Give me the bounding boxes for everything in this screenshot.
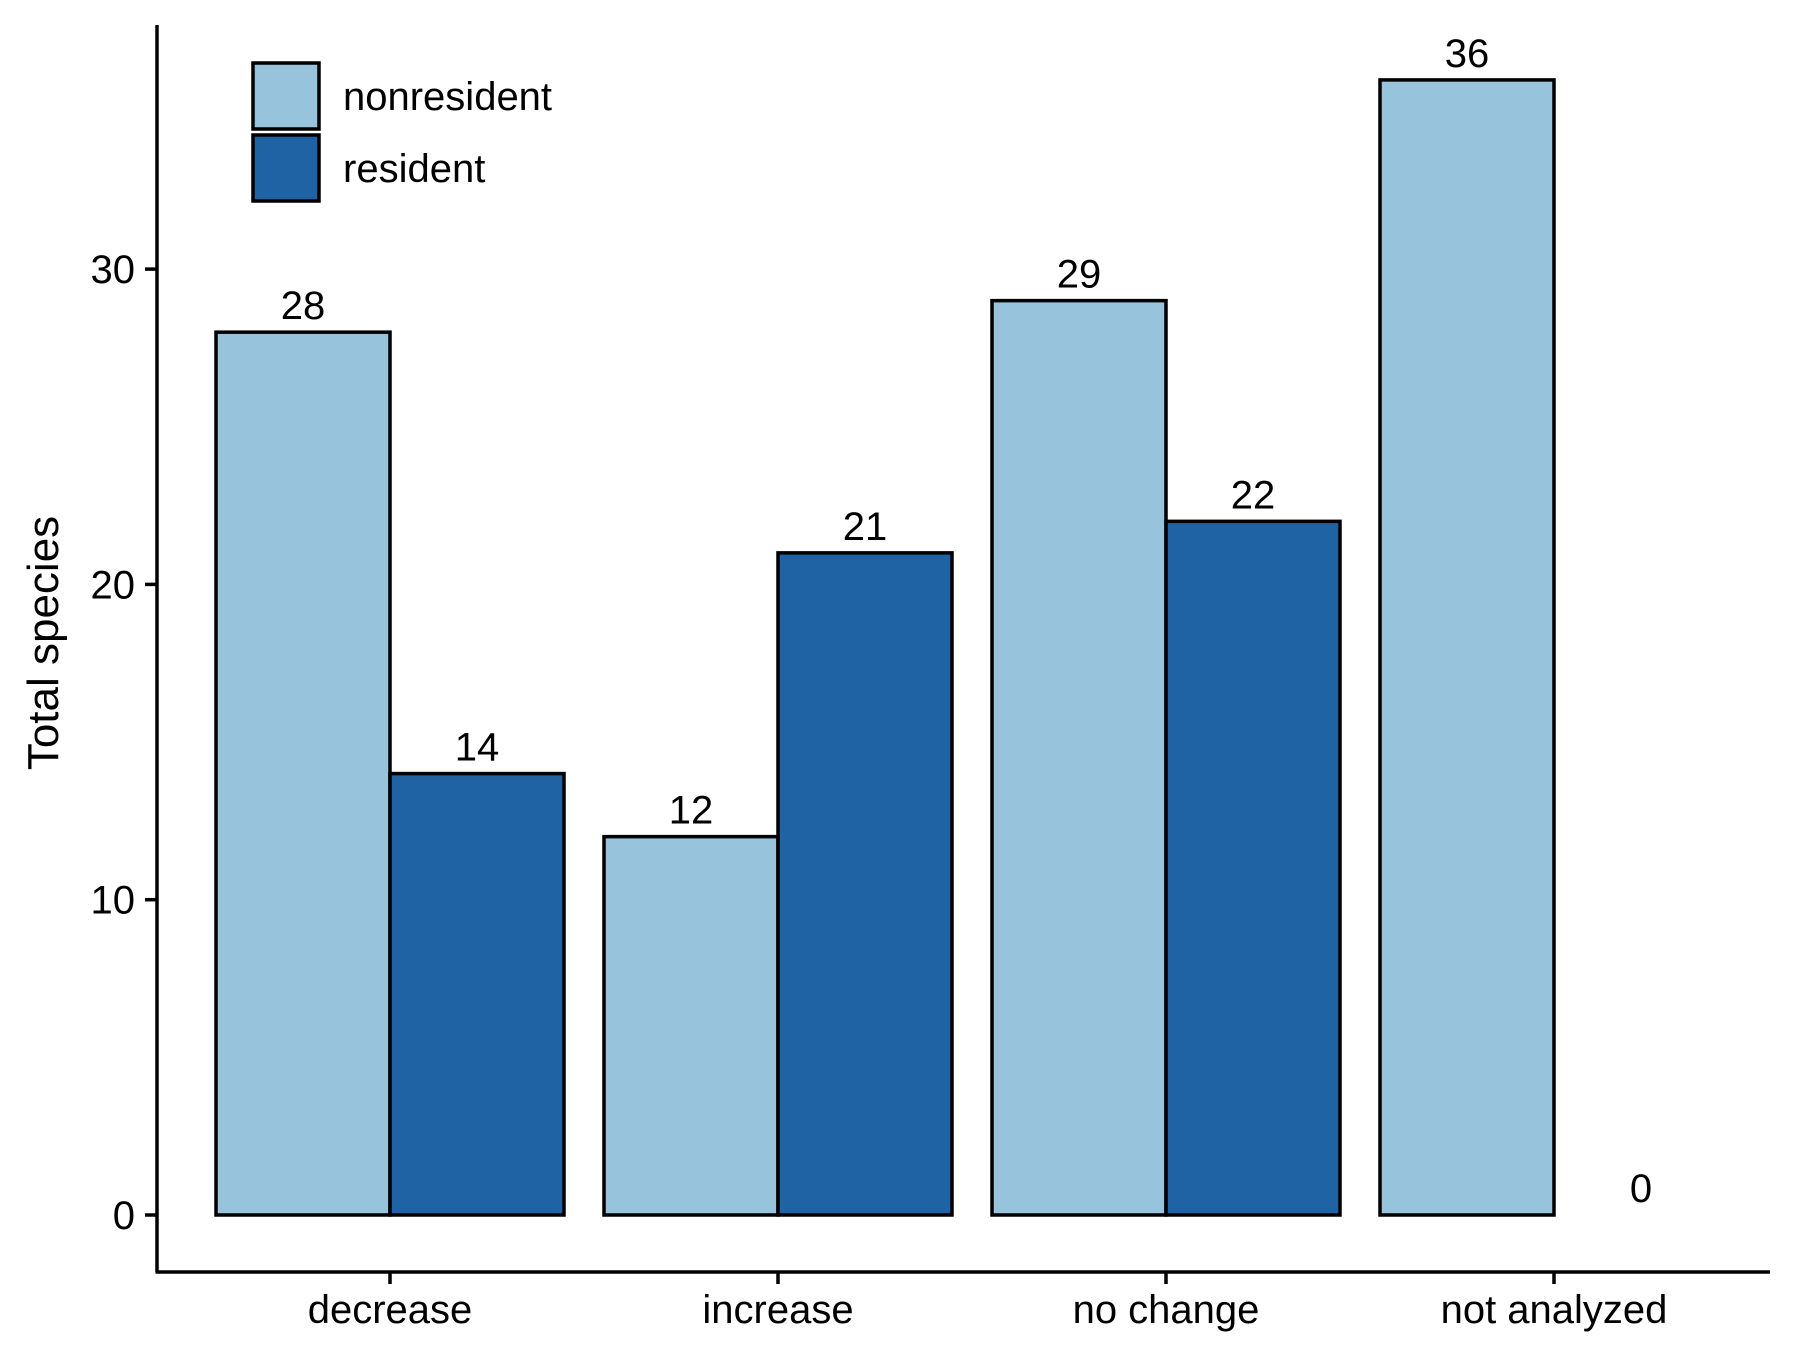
bar-nonresident-no-change [990,298,1168,1217]
legend-key-nonresident [251,61,321,131]
data-label-resident-not-analyzed: 0 [1630,1167,1652,1211]
y-tick-label: 10 [91,879,136,923]
x-tick-label: not analyzed [1441,1288,1668,1332]
legend-key-resident [251,133,321,203]
x-tick-label: increase [702,1288,853,1332]
data-label-resident-no-change: 22 [1231,473,1276,517]
y-tick-label: 20 [91,563,136,607]
y-tick-label: 30 [91,248,136,292]
bar-resident-increase [776,551,954,1217]
data-labels-layer: 28 14 12 21 29 22 36 0 [281,32,1652,1211]
data-label-nonresident-no-change: 29 [1057,253,1102,297]
bars-layer [214,78,1556,1217]
data-label-nonresident-increase: 12 [669,789,714,833]
legend-label-nonresident: nonresident [343,75,552,119]
bar-nonresident-decrease [214,330,392,1217]
bar-nonresident-increase [602,834,780,1217]
data-label-resident-increase: 21 [843,505,888,549]
axes-layer: 0 10 20 30 decrease increase no change not anal… [91,25,1770,1332]
x-tick-label: decrease [308,1288,473,1332]
legend: nonresident resident [251,61,552,203]
y-tick-label: 0 [113,1194,135,1238]
bar-resident-decrease [388,771,566,1217]
data-label-nonresident-not-analyzed: 36 [1445,32,1490,76]
x-tick-label: no change [1073,1288,1260,1332]
data-label-nonresident-decrease: 28 [281,284,326,328]
y-axis-title: Total species [19,516,68,770]
data-label-resident-decrease: 14 [455,726,500,770]
legend-label-resident: resident [343,147,485,191]
bar-nonresident-not-analyzed [1378,78,1556,1217]
bar-resident-no-change [1164,519,1342,1217]
